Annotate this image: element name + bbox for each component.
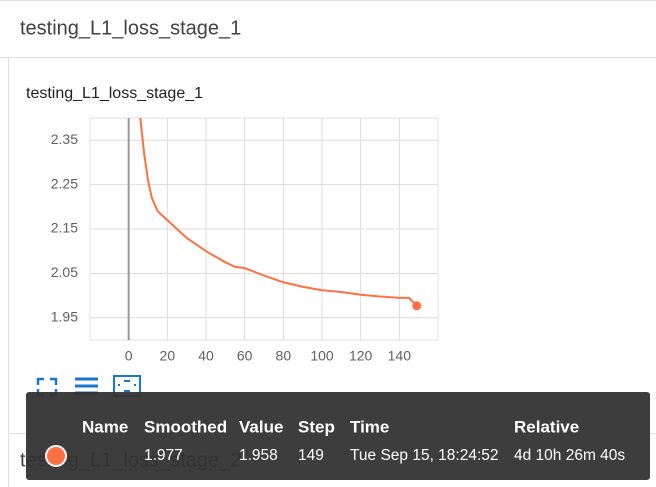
fullscreen-button[interactable]: [36, 377, 58, 397]
x-tick-label: 0: [125, 348, 133, 364]
header-title: testing_L1_loss_stage_1: [20, 17, 241, 39]
y-tick-label: 2.05: [51, 264, 78, 280]
tooltip-background: [26, 392, 650, 480]
tooltip-column-header: Relative: [514, 417, 579, 436]
x-tick-label: 20: [160, 348, 176, 364]
x-tick-label: 120: [349, 348, 373, 364]
y-tick-label: 2.15: [51, 220, 78, 236]
x-tick-label: 40: [198, 348, 214, 364]
tooltip-column-header: Value: [239, 417, 283, 436]
series-line: [139, 118, 418, 307]
y-tick-label: 1.95: [51, 309, 78, 325]
x-tick-label: 140: [388, 348, 412, 364]
plot: 1.95 2.05 2.15 2.25 2.35 0 20 40 60 80 100 120 140: [51, 117, 439, 364]
x-tick-label: 80: [276, 348, 292, 364]
tooltip-column-header: Time: [350, 417, 389, 436]
hover-point: [412, 301, 422, 311]
tooltip-cell: 1.977: [144, 447, 183, 464]
x-tick-label: 60: [237, 348, 253, 364]
tooltip-cell: 4d 10h 26m 40s: [514, 447, 625, 464]
tooltip-column-header: Name: [82, 417, 128, 436]
tooltip-cell: Tue Sep 15, 18:24:52: [350, 447, 499, 464]
y-tick-label: 2.25: [51, 175, 78, 191]
series-swatch: [45, 445, 67, 467]
tooltip-column-header: Step: [298, 417, 335, 436]
y-tick-label: 2.35: [51, 131, 78, 147]
tooltip-cell: 1.958: [239, 447, 278, 464]
tooltip-column-header: Smoothed: [144, 417, 227, 436]
card-title: testing_L1_loss_stage_1: [26, 85, 203, 102]
tooltip: Name Smoothed Value Step Time Relative 1.977 1.…: [26, 392, 650, 480]
x-tick-label: 100: [310, 348, 334, 364]
tooltip-cell: 149: [298, 447, 324, 464]
